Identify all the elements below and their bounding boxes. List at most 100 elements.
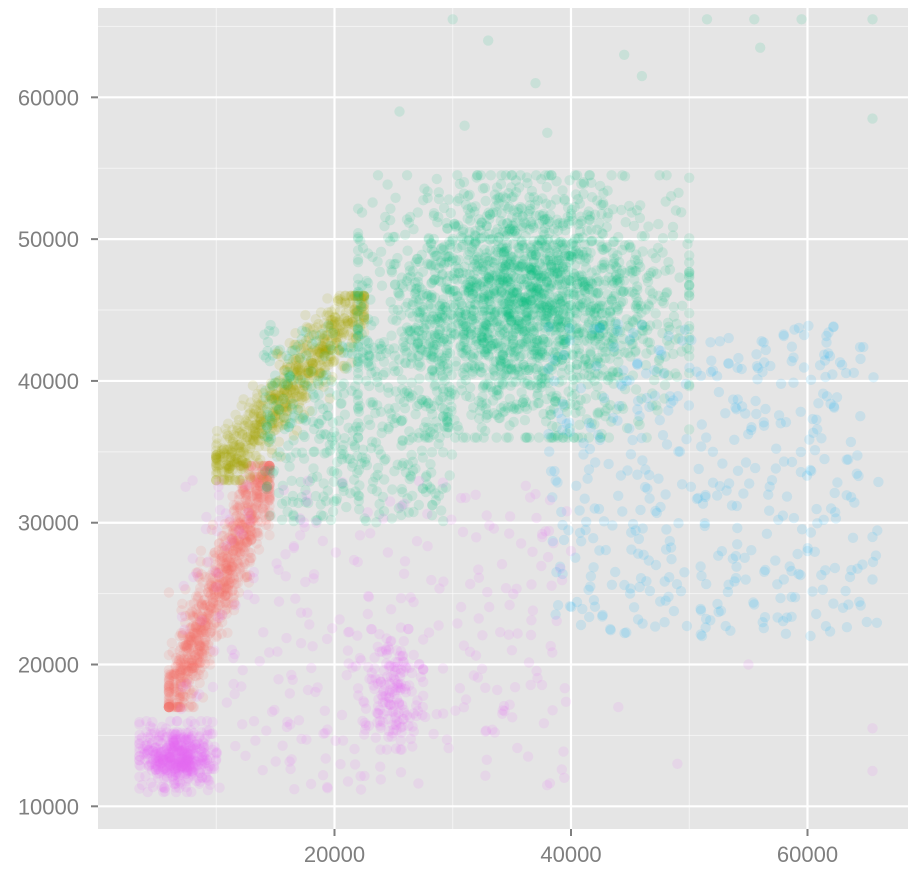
point-series-2 <box>308 323 319 335</box>
point-series-1 <box>207 519 219 531</box>
point-series-4 <box>634 410 645 422</box>
point-series-1 <box>238 529 249 540</box>
point-series-2 <box>302 365 313 377</box>
point-series-1 <box>259 501 270 513</box>
point-series-3 <box>262 336 274 348</box>
point-series-1 <box>208 605 220 616</box>
point-series-1 <box>163 701 175 712</box>
point-series-1 <box>214 608 226 619</box>
point-series-3 <box>540 247 551 258</box>
point-series-4 <box>744 478 755 489</box>
point-series-1 <box>224 565 235 576</box>
point-series-1 <box>188 655 200 667</box>
point-series-2 <box>302 345 313 356</box>
point-series-1 <box>234 518 246 530</box>
point-series-3 <box>341 501 352 513</box>
point-series-1 <box>163 668 175 679</box>
point-series-1 <box>193 610 204 621</box>
point-series-1 <box>221 557 232 569</box>
point-series-1 <box>176 627 187 639</box>
point-series-1 <box>192 629 204 640</box>
point-series-2 <box>232 458 243 469</box>
point-series-3 <box>401 170 413 181</box>
point-series-1 <box>245 547 256 558</box>
point-series-4 <box>802 545 813 557</box>
point-series-3 <box>484 209 496 220</box>
point-series-1 <box>264 486 275 498</box>
point-series-2 <box>236 429 248 440</box>
point-series-2 <box>223 444 234 455</box>
point-series-2 <box>282 392 293 403</box>
point-series-3 <box>327 506 339 517</box>
point-series-2 <box>288 383 299 394</box>
point-series-2 <box>253 407 264 418</box>
point-series-1 <box>253 491 265 503</box>
point-series-1 <box>207 597 218 608</box>
point-series-3 <box>643 301 655 312</box>
point-series-1 <box>261 483 272 495</box>
point-series-2 <box>347 313 358 324</box>
point-series-2 <box>251 420 263 431</box>
point-series-1 <box>262 484 274 495</box>
point-series-1 <box>213 586 224 597</box>
point-series-1 <box>228 500 239 511</box>
point-series-1 <box>244 518 255 530</box>
point-series-4 <box>624 588 636 599</box>
point-series-3 <box>562 302 574 314</box>
point-series-1 <box>186 623 197 634</box>
point-series-1 <box>201 631 213 642</box>
point-series-1 <box>228 519 239 530</box>
point-series-1 <box>228 592 239 603</box>
point-series-1 <box>264 493 275 504</box>
point-series-2 <box>349 290 360 301</box>
point-series-2 <box>225 456 236 468</box>
point-series-2 <box>291 425 303 436</box>
point-series-1 <box>255 477 267 488</box>
point-series-2 <box>254 420 266 431</box>
point-series-3 <box>602 374 614 386</box>
point-series-1 <box>191 607 202 618</box>
point-series-3 <box>613 231 624 243</box>
point-series-1 <box>203 613 215 625</box>
point-series-4 <box>564 601 576 612</box>
point-series-1 <box>225 573 236 584</box>
point-series-4 <box>750 462 761 474</box>
point-series-1 <box>218 579 229 590</box>
point-series-2 <box>306 366 317 377</box>
point-series-4 <box>761 528 773 539</box>
point-series-3 <box>361 275 372 287</box>
point-series-1 <box>163 587 175 598</box>
point-series-3 <box>650 252 661 264</box>
point-series-1 <box>170 661 181 672</box>
point-series-1 <box>195 617 206 629</box>
point-series-3 <box>434 325 445 336</box>
point-series-1 <box>172 655 183 667</box>
point-series-4 <box>610 566 621 578</box>
point-series-1 <box>222 569 233 580</box>
point-series-2 <box>320 346 331 357</box>
point-series-1 <box>195 556 206 567</box>
point-series-4 <box>773 514 784 525</box>
point-series-1 <box>254 460 266 472</box>
point-series-1 <box>163 699 175 710</box>
point-series-1 <box>264 479 275 490</box>
point-series-4 <box>720 620 731 632</box>
point-series-4 <box>758 622 769 634</box>
point-series-1 <box>264 460 275 472</box>
point-series-4 <box>683 400 695 411</box>
point-series-3 <box>353 495 364 507</box>
point-series-2 <box>250 431 262 442</box>
point-series-1 <box>179 691 190 702</box>
point-series-2 <box>285 400 296 411</box>
point-series-3 <box>454 296 466 308</box>
point-series-1 <box>171 697 182 708</box>
point-series-1 <box>241 490 252 501</box>
point-series-1 <box>260 482 271 494</box>
point-series-1 <box>245 521 257 532</box>
point-series-2 <box>304 368 315 379</box>
point-series-2 <box>218 475 229 486</box>
point-series-3 <box>659 291 670 303</box>
point-series-4 <box>771 443 782 454</box>
point-series-3 <box>583 283 594 294</box>
point-series-1 <box>203 637 214 648</box>
